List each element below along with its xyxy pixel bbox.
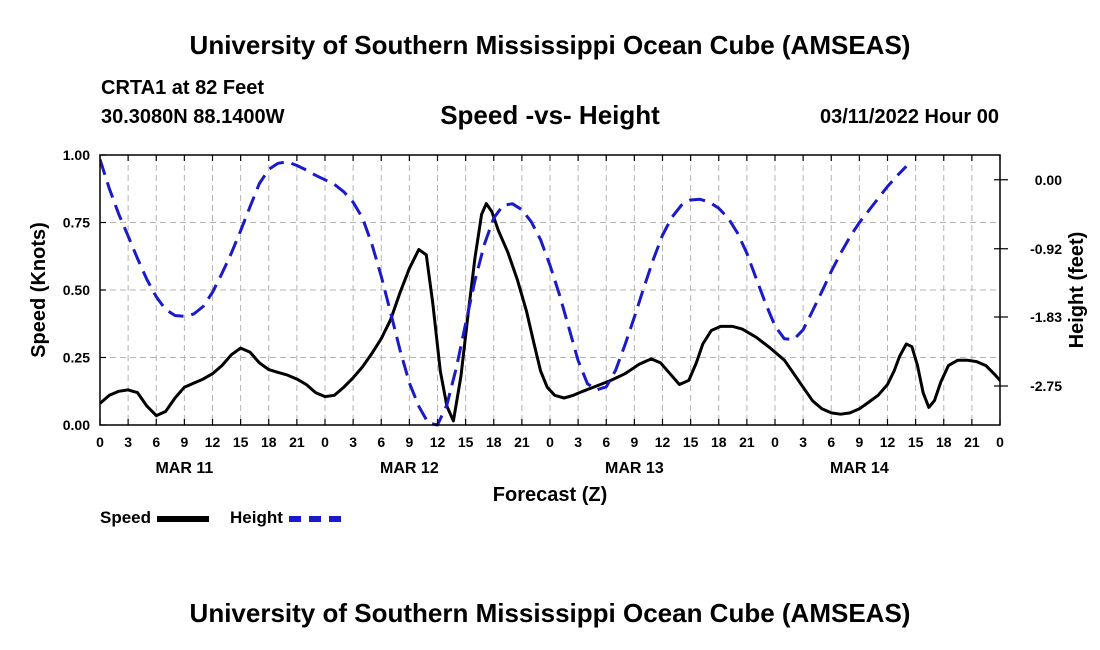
x-tick-label: 15 <box>908 434 924 450</box>
x-tick-label: 6 <box>152 434 160 450</box>
x-date-label: MAR 13 <box>605 460 664 477</box>
y-tick-label: 0.00 <box>63 417 90 433</box>
x-tick-label: 21 <box>739 434 755 450</box>
x-tick-label: 21 <box>289 434 305 450</box>
coordinates-label: 30.3080N 88.1400W <box>101 106 285 128</box>
x-tick-label: 6 <box>377 434 385 450</box>
x-tick-label: 12 <box>205 434 221 450</box>
height-series-line <box>100 159 908 427</box>
x-tick-label: 9 <box>630 434 638 450</box>
y2-tick-label: 0.00 <box>1035 172 1062 188</box>
x-axis-label: Forecast (Z) <box>493 484 607 506</box>
x-tick-label: 0 <box>321 434 329 450</box>
y2-tick-label: -1.83 <box>1030 309 1062 325</box>
grid-lines <box>100 155 1000 425</box>
y-tick-label: 0.75 <box>63 215 90 231</box>
legend-speed-label: Speed <box>100 508 152 527</box>
x-tick-label: 9 <box>405 434 413 450</box>
x-tick-label: 21 <box>964 434 980 450</box>
x-tick-label: 18 <box>261 434 277 450</box>
x-tick-label: 15 <box>683 434 699 450</box>
legend-speed-swatch <box>156 515 209 522</box>
axes: 0 3 6 9 12 15 18 21 0 3 6 9 12 15 18 21 0 3 6 9 12 15 18 21 0 3 6 9… <box>63 147 1062 477</box>
x-tick-label: 6 <box>602 434 610 450</box>
x-tick-label: 18 <box>936 434 952 450</box>
x-tick-label: 3 <box>799 434 807 450</box>
x-tick-label: 18 <box>486 434 502 450</box>
forecast-datetime: 03/11/2022 Hour 00 <box>819 106 999 128</box>
x-tick-label: 12 <box>880 434 896 450</box>
x-tick-label: 18 <box>711 434 727 450</box>
x-tick-label: 0 <box>96 434 104 450</box>
y-tick-label: 0.25 <box>63 350 90 366</box>
speed-series-line <box>100 202 1000 423</box>
legend-height: Height <box>230 508 341 528</box>
y2-tick-label: -0.92 <box>1030 241 1062 257</box>
x-tick-label: 0 <box>771 434 779 450</box>
chart-title: University of Southern Mississippi Ocean… <box>189 30 911 60</box>
x-tick-label: 3 <box>574 434 582 450</box>
x-tick-label: 15 <box>458 434 474 450</box>
x-tick-label: 12 <box>430 434 446 450</box>
y-tick-label: 0.50 <box>63 282 90 298</box>
legend-height-label: Height <box>230 508 283 527</box>
legend-speed: Speed <box>100 508 209 528</box>
x-tick-label: 9 <box>855 434 863 450</box>
chart-subtitle: Speed -vs- Height <box>440 100 660 130</box>
x-tick-label: 3 <box>349 434 357 450</box>
x-tick-label: 0 <box>546 434 554 450</box>
x-tick-label: 12 <box>655 434 671 450</box>
x-date-label: MAR 12 <box>380 460 439 477</box>
y-axis-label: Speed (Knots) <box>28 222 50 358</box>
legend-height-swatch <box>288 515 341 522</box>
x-tick-label: 15 <box>233 434 249 450</box>
data-series <box>100 159 1000 427</box>
y2-tick-label: -2.75 <box>1030 378 1062 394</box>
x-tick-label: 3 <box>124 434 132 450</box>
x-tick-label: 6 <box>827 434 835 450</box>
x-date-label: MAR 14 <box>830 460 889 477</box>
footer-title: University of Southern Mississippi Ocean… <box>189 598 911 628</box>
y2-axis-label: Height (feet) <box>1066 232 1088 349</box>
x-date-label: MAR 11 <box>155 460 213 477</box>
station-label: CRTA1 at 82 Feet <box>101 77 265 99</box>
y-tick-label: 1.00 <box>63 147 90 163</box>
x-tick-label: 21 <box>514 434 530 450</box>
x-tick-label: 0 <box>996 434 1004 450</box>
x-tick-label: 9 <box>180 434 188 450</box>
